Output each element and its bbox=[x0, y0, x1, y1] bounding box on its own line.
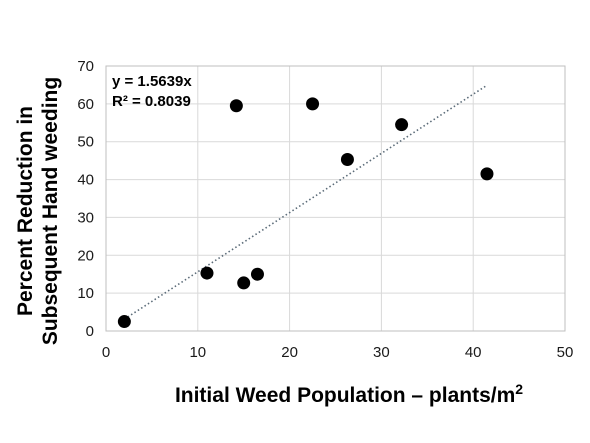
y-tick-label: 60 bbox=[77, 96, 94, 113]
y-tick-label: 50 bbox=[77, 134, 94, 151]
x-tick-label: 40 bbox=[465, 344, 482, 361]
trendline-equation: y = 1.5639x bbox=[112, 73, 192, 90]
data-point bbox=[340, 153, 354, 167]
data-point bbox=[395, 118, 409, 132]
x-axis-title-text: Initial Weed Population – plants/m bbox=[175, 384, 515, 407]
data-point bbox=[229, 99, 243, 113]
x-tick-label: 30 bbox=[373, 344, 390, 361]
data-point bbox=[250, 267, 264, 281]
y-tick-label: 30 bbox=[77, 209, 94, 226]
plot-area-frame bbox=[105, 65, 566, 332]
x-tick-labels: 0 10 20 30 40 50 bbox=[102, 344, 574, 361]
y-tick-label: 40 bbox=[77, 172, 94, 189]
x-axis-title: Initial Weed Population – plants/m2 bbox=[175, 381, 523, 407]
data-points bbox=[117, 97, 494, 329]
y-tick-label: 70 bbox=[77, 58, 94, 75]
y-axis-title: Percent Reduction in Subsequent Hand wee… bbox=[14, 77, 62, 345]
x-tick-label: 50 bbox=[557, 344, 574, 361]
data-point bbox=[237, 276, 251, 290]
y-axis-title-line-1: Percent Reduction in bbox=[14, 106, 37, 316]
x-axis-title-superscript: 2 bbox=[515, 381, 523, 397]
y-tick-label: 0 bbox=[86, 323, 94, 340]
x-tick-label: 0 bbox=[102, 344, 110, 361]
r-squared-label: R² = 0.8039 bbox=[112, 93, 191, 110]
x-tick-label: 20 bbox=[281, 344, 298, 361]
y-axis-title-line-2: Subsequent Hand weeding bbox=[39, 77, 62, 345]
y-tick-label: 10 bbox=[77, 285, 94, 302]
data-point bbox=[306, 97, 320, 111]
data-point bbox=[200, 266, 214, 280]
data-point bbox=[480, 167, 494, 181]
data-point bbox=[117, 315, 131, 329]
y-tick-label: 20 bbox=[77, 247, 94, 264]
x-tick-label: 10 bbox=[189, 344, 206, 361]
y-tick-labels: 0 10 20 30 40 50 60 70 bbox=[77, 58, 94, 340]
